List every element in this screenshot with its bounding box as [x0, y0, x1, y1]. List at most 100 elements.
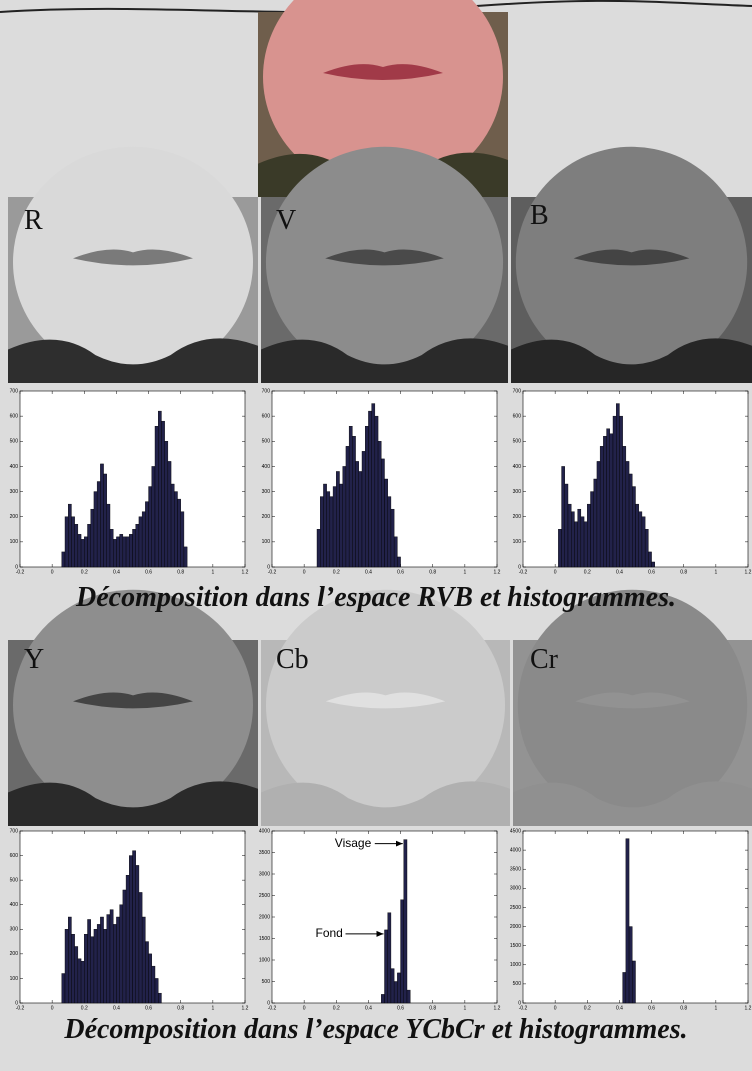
- histogram-bar: [90, 508, 95, 568]
- histogram-bar: [100, 463, 104, 568]
- histogram-bar: [625, 838, 630, 1004]
- x-tick-label: 0.4: [616, 1005, 623, 1011]
- histogram-bar: [116, 536, 120, 568]
- histogram-bar: [125, 875, 130, 1004]
- histogram-bar: [80, 961, 85, 1004]
- histogram-bar: [93, 929, 98, 1004]
- y-tick-label: 1500: [259, 936, 270, 942]
- y-tick-label: 0: [518, 1000, 521, 1006]
- histogram-bar: [100, 916, 104, 1004]
- histogram-bar: [77, 534, 82, 568]
- panel-label: Cr: [530, 644, 559, 675]
- y-tick-label: 500: [10, 439, 19, 445]
- y-tick-label: 0: [15, 564, 18, 570]
- x-tick-label: 0.6: [648, 1005, 655, 1011]
- x-tick-label: 0.2: [584, 569, 591, 575]
- caption: Décomposition dans l’espace RVB et histo…: [75, 582, 676, 613]
- histogram-bar: [577, 508, 582, 568]
- lips: [325, 249, 444, 266]
- y-tick-label: 3500: [259, 850, 270, 856]
- histogram-bar: [116, 916, 120, 1004]
- x-tick-label: 0.6: [145, 569, 152, 575]
- histogram-bar: [125, 536, 130, 568]
- panel-label: Cb: [276, 644, 309, 675]
- y-tick-label: 3000: [510, 886, 521, 892]
- histogram-bar: [74, 524, 79, 568]
- x-tick-label: 1: [714, 1005, 717, 1011]
- histogram-bar: [77, 958, 82, 1004]
- histogram-bar: [332, 486, 337, 568]
- histogram-bar: [390, 968, 395, 1004]
- y-tick-label: 400: [513, 464, 522, 470]
- y-tick-label: 700: [262, 388, 271, 394]
- histogram-bar: [635, 503, 639, 568]
- x-tick-label: 0.8: [429, 569, 436, 575]
- histogram-bar: [619, 415, 623, 568]
- x-tick-label: -0.2: [519, 569, 528, 575]
- lips: [73, 692, 193, 709]
- histogram-bar: [135, 865, 140, 1004]
- panel-label: V: [276, 205, 296, 236]
- x-tick-label: 1: [463, 569, 466, 575]
- histogram-bar: [122, 536, 127, 568]
- histogram-bar: [641, 516, 646, 568]
- histogram-bar: [609, 433, 614, 568]
- histogram-bar: [368, 410, 372, 568]
- histogram-bar: [393, 981, 398, 1004]
- y-tick-label: 500: [262, 979, 271, 985]
- histogram-bar: [329, 496, 334, 568]
- histogram-bar: [599, 446, 604, 568]
- histogram-bar: [397, 556, 401, 568]
- histogram-bar: [132, 529, 136, 568]
- x-tick-label: 1.2: [745, 1005, 752, 1011]
- histogram-bar: [87, 919, 91, 1004]
- histogram-bar: [148, 486, 152, 568]
- y-tick-label: 200: [10, 514, 19, 520]
- histogram-bar: [84, 934, 88, 1004]
- y-tick-label: 4000: [259, 828, 270, 834]
- histogram-bar: [323, 483, 327, 568]
- x-tick-label: 0: [51, 1005, 54, 1011]
- y-tick-label: 3500: [510, 867, 521, 873]
- y-tick-label: 200: [10, 951, 19, 957]
- histogram-bar: [113, 539, 117, 568]
- annotation: Visage: [335, 836, 372, 850]
- histogram-bar: [580, 516, 585, 568]
- histogram-bar: [365, 426, 369, 568]
- histogram-bar: [345, 446, 350, 568]
- histogram-bar: [68, 916, 72, 1004]
- y-tick-label: 0: [518, 564, 521, 570]
- histogram-bar: [612, 415, 617, 568]
- y-tick-label: 1500: [510, 943, 521, 949]
- histogram-bar: [632, 486, 636, 568]
- neck-clothing: [511, 338, 752, 383]
- y-tick-label: 300: [513, 489, 522, 495]
- x-tick-label: 0.4: [365, 1005, 372, 1011]
- histogram-bar: [651, 561, 655, 568]
- histogram-bar: [603, 436, 607, 568]
- caption: Décomposition dans l’espace YCbCr et his…: [63, 1014, 687, 1045]
- histogram-bar: [377, 441, 382, 568]
- histogram-bar: [393, 536, 398, 568]
- x-tick-label: 1.2: [745, 569, 752, 575]
- histogram-bar: [583, 521, 588, 568]
- histogram-bar: [71, 516, 75, 568]
- photo: [261, 589, 510, 826]
- neck-clothing: [8, 781, 258, 826]
- photo: [513, 589, 752, 826]
- histogram-bar: [564, 483, 569, 568]
- histogram-bar: [571, 511, 575, 568]
- x-tick-label: 0.8: [177, 569, 184, 575]
- y-tick-label: 200: [513, 514, 522, 520]
- histogram-bar: [119, 904, 124, 1004]
- histogram-bar: [387, 496, 392, 568]
- x-tick-label: 1: [211, 1005, 214, 1011]
- histogram-bar: [348, 426, 353, 568]
- y-tick-label: 100: [513, 539, 522, 545]
- histogram-bar: [384, 929, 388, 1004]
- histogram-bar: [374, 415, 379, 568]
- y-tick-label: 700: [10, 828, 19, 834]
- histogram-bar: [628, 473, 633, 568]
